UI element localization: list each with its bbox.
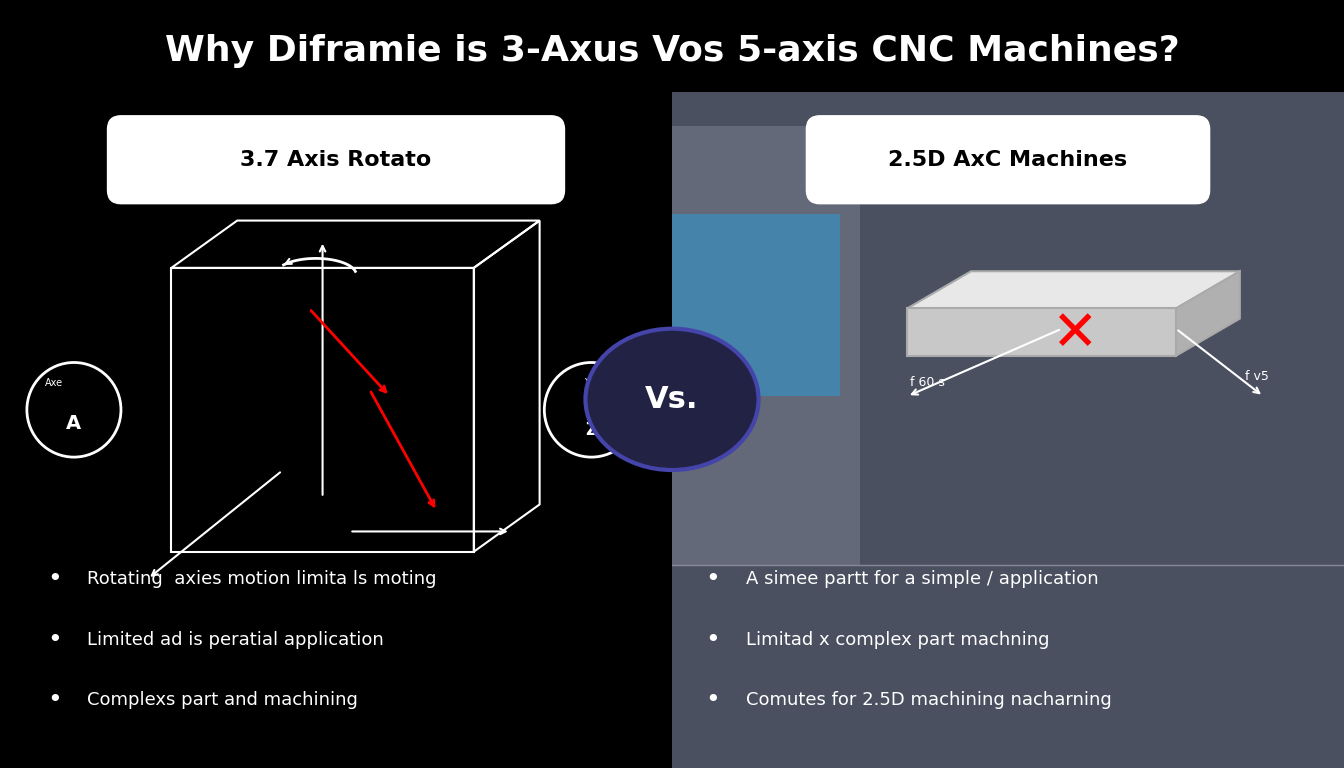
- Text: Limited ad is peratial application: Limited ad is peratial application: [87, 631, 384, 649]
- Text: Comutes for 2.5D machining nacharning: Comutes for 2.5D machining nacharning: [746, 691, 1111, 710]
- Text: •: •: [706, 627, 720, 651]
- Text: •: •: [47, 567, 62, 591]
- Polygon shape: [672, 214, 840, 396]
- Text: 2.5D AxC Machines: 2.5D AxC Machines: [888, 150, 1128, 170]
- Text: A simee partt for a simple / application: A simee partt for a simple / application: [746, 570, 1098, 588]
- Polygon shape: [907, 309, 1176, 356]
- Text: •: •: [47, 688, 62, 713]
- Text: Axe: Axe: [44, 378, 63, 388]
- Text: Limitad x complex part machning: Limitad x complex part machning: [746, 631, 1050, 649]
- FancyBboxPatch shape: [806, 116, 1210, 204]
- Text: Vs.: Vs.: [645, 385, 699, 414]
- Text: Z: Z: [585, 421, 598, 439]
- Text: Y 5: Y 5: [583, 378, 599, 388]
- Text: •: •: [706, 567, 720, 591]
- Polygon shape: [1176, 271, 1241, 356]
- Text: A: A: [66, 414, 82, 433]
- Polygon shape: [907, 271, 1241, 309]
- Text: Why Diframie is 3-Axus Vos 5-axis CNC Machines?: Why Diframie is 3-Axus Vos 5-axis CNC Ma…: [164, 34, 1180, 68]
- Text: •: •: [706, 688, 720, 713]
- Text: Rotating  axies motion limita ls moting: Rotating axies motion limita ls moting: [87, 570, 437, 588]
- Text: ✕: ✕: [1052, 309, 1098, 362]
- Text: •: •: [47, 627, 62, 651]
- Text: 3.7 Axis Rotato: 3.7 Axis Rotato: [241, 150, 431, 170]
- Text: f v5: f v5: [1245, 369, 1269, 382]
- Circle shape: [586, 329, 758, 470]
- Polygon shape: [672, 126, 860, 565]
- FancyBboxPatch shape: [108, 116, 564, 204]
- Text: Complexs part and machining: Complexs part and machining: [87, 691, 359, 710]
- Text: f 60 s: f 60 s: [910, 376, 945, 389]
